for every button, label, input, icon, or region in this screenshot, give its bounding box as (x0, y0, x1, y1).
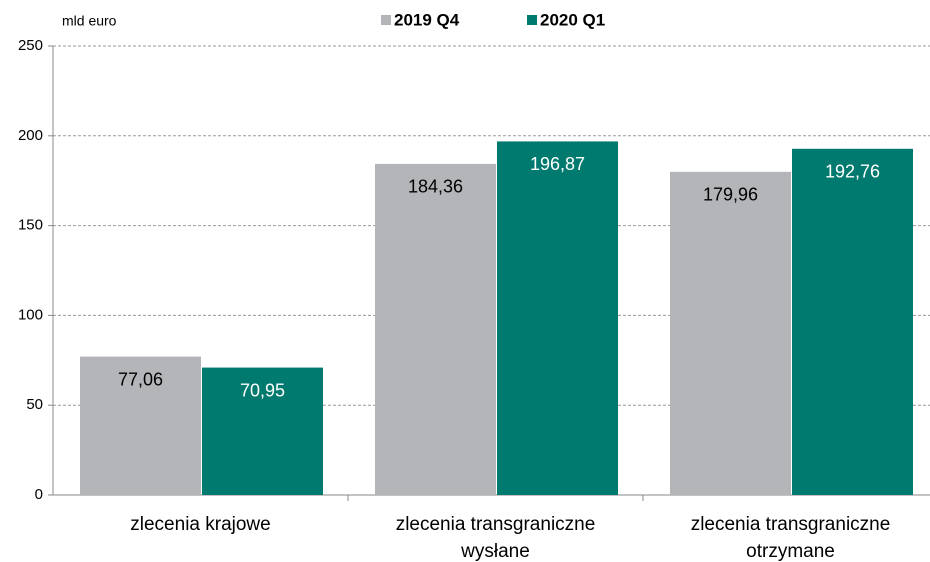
bar (792, 148, 913, 495)
legend-label: 2019 Q4 (394, 10, 460, 29)
x-tick-label: zlecenia transgraniczne (691, 514, 891, 535)
legend-swatch (381, 15, 391, 25)
legend-swatch (527, 15, 537, 25)
y-tick-label: 50 (26, 396, 43, 413)
value-label: 196,87 (530, 154, 585, 174)
value-label: 77,06 (118, 369, 163, 389)
x-tick-label: zlecenia transgraniczne (396, 514, 596, 535)
value-label: 70,95 (240, 380, 285, 400)
bar (375, 163, 496, 495)
bar (80, 356, 201, 495)
y-tick-label: 100 (18, 306, 43, 323)
y-tick-label: 200 (18, 127, 43, 144)
x-tick-label: wysłane (460, 541, 530, 562)
bar (670, 171, 791, 495)
x-tick-label: zlecenia krajowe (130, 514, 270, 535)
bar (497, 141, 618, 495)
value-label: 179,96 (703, 185, 758, 205)
legend-label: 2020 Q1 (540, 10, 605, 29)
value-label: 192,76 (825, 162, 880, 182)
y-tick-label: 0 (35, 486, 43, 503)
x-tick-label: otrzymane (746, 541, 835, 562)
value-label: 184,36 (408, 177, 463, 197)
y-tick-label: 250 (18, 37, 43, 54)
y-tick-label: 150 (18, 217, 43, 234)
y-axis-label: mld euro (62, 13, 117, 29)
bar (202, 367, 323, 495)
